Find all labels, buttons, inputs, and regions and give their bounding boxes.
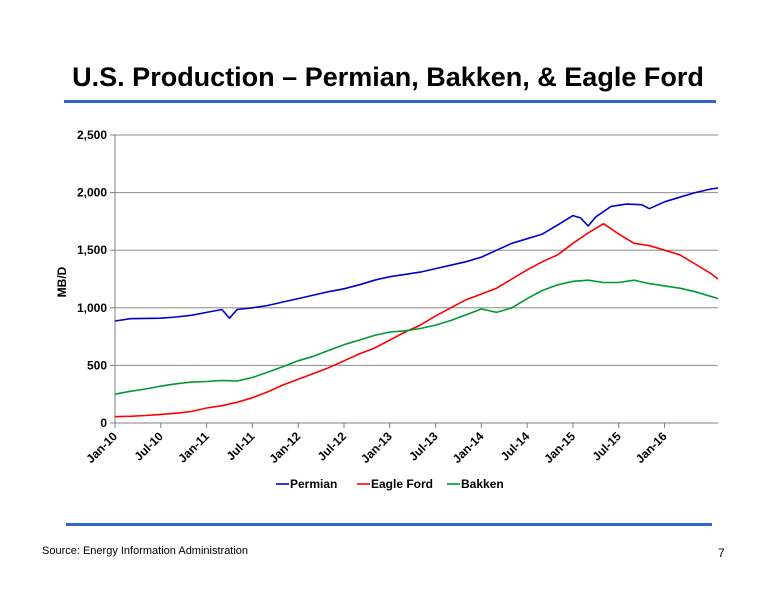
x-tick-label: Jul-15 [589,429,624,464]
gridlines [110,134,718,424]
legend-entry: Eagle Ford [371,477,433,491]
legend-entry: Permian [290,477,337,491]
x-tick-label: Jan-14 [450,429,487,466]
source-note: Source: Energy Information Administratio… [42,545,249,557]
legend-entry: Bakken [461,477,504,491]
y-tick-label: 0 [100,416,107,430]
series-line-eagle-ford [114,222,719,418]
series-lines [114,187,719,418]
x-tick-labels: Jan-10 Jul-10 Jan-11 Jul-11 Jan-12 Jul-12 Jan-… [83,429,670,466]
x-tick-label: Jan-12 [267,429,304,466]
x-tick-label: Jul-10 [131,429,166,464]
x-tick-label: Jul-12 [315,429,350,464]
x-tick-label: Jul-11 [224,429,258,463]
x-tick-label: Jan-15 [541,429,578,466]
y-tick-labels: 0 500 1,000 1,500 2,000 2,500 [77,128,107,430]
x-tick-label: Jul-13 [406,429,441,464]
y-tick-label: 1,500 [77,243,107,257]
x-tick-label: Jan-13 [358,429,395,466]
y-tick-label: 500 [87,358,107,372]
page-number: 7 [718,546,725,560]
y-tick-label: 2,500 [77,128,107,142]
y-tick-label: 2,000 [77,186,107,200]
x-tick-label: Jan-10 [83,429,120,466]
series-line-bakken [114,279,719,395]
y-axis-label: MB/D [55,266,69,297]
slide-title: U.S. Production – Permian, Bakken, & Eag… [72,62,704,92]
series-line-permian [114,187,719,322]
x-tick-label: Jul-14 [498,429,533,464]
x-tick-label: Jan-11 [175,429,212,466]
x-tick-label: Jan-16 [633,429,670,466]
axes [114,135,718,428]
y-tick-label: 1,000 [77,301,107,315]
title-divider [64,100,716,103]
footer-divider [66,523,712,526]
legend: Permian Eagle Ford Bakken [276,477,504,491]
